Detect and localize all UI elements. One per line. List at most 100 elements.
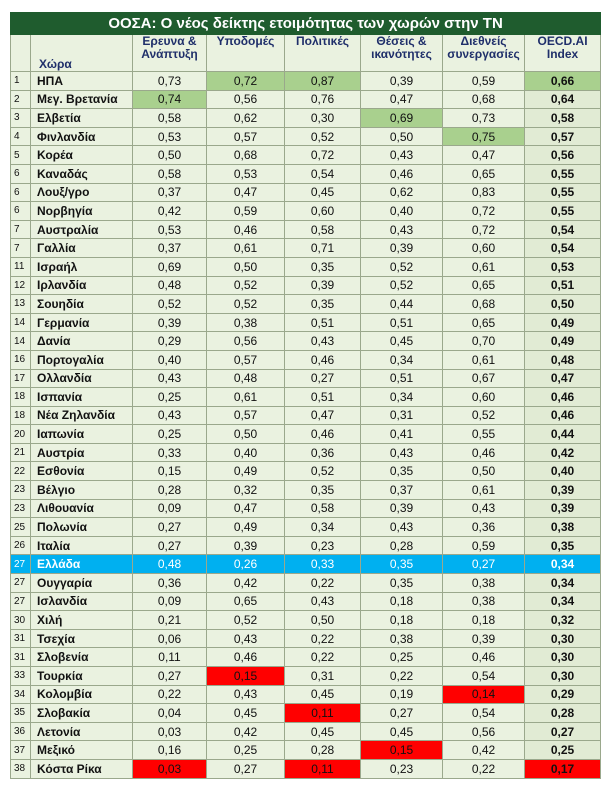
score-cell: 0,09 [132, 498, 207, 519]
score-cell: 0,58 [132, 108, 207, 128]
table-row: 27 Ουγγαρία 0,36 0,42 0,22 0,35 0,38 0,34 [10, 573, 602, 593]
score-cell: 0,53 [132, 219, 207, 240]
score-cell: 0,47 [284, 405, 361, 426]
score-cell: 0,61 [442, 256, 525, 277]
score-cell: 0,25 [206, 740, 285, 760]
score-cell: 0,74 [132, 89, 207, 110]
table-row: 20 Ιαπωνία 0,25 0,50 0,46 0,41 0,55 0,44 [10, 424, 602, 444]
score-cell: 0,52 [360, 256, 443, 277]
country-cell: Νέα Ζηλανδία [30, 405, 133, 426]
score-cell: 0,69 [132, 256, 207, 277]
score-cell: 0,47 [206, 498, 285, 519]
score-cell: 0,37 [132, 238, 207, 258]
score-cell: 0,32 [206, 480, 285, 500]
score-cell: 0,29 [132, 331, 207, 351]
score-cell: 0,54 [284, 163, 361, 184]
score-cell: 0,51 [360, 368, 443, 389]
score-cell: 0,42 [132, 201, 207, 221]
rank-cell: 14 [10, 331, 31, 351]
country-cell: Κορέα [30, 145, 133, 165]
header-row: Χώρα Ερευνα & Ανάπτυξη Υποδομές Πολιτικές Θέ… [10, 34, 602, 72]
score-cell: 0,51 [284, 387, 361, 407]
score-cell: 0,50 [206, 424, 285, 444]
score-cell: 0,22 [284, 573, 361, 593]
rank-cell: 30 [10, 610, 31, 630]
score-cell: 0,23 [284, 535, 361, 556]
score-cell: 0,39 [360, 71, 443, 91]
table-row: 33 Τουρκία 0,27 0,15 0,31 0,22 0,54 0,30 [10, 666, 602, 686]
index-cell: 0,54 [523, 219, 602, 240]
score-cell: 0,39 [206, 535, 285, 556]
ranking-table: ΟΟΣΑ: Ο νέος δείκτης ετοιμότητας των χωρ… [9, 12, 602, 779]
score-cell: 0,54 [442, 703, 525, 723]
rank-cell: 26 [10, 535, 31, 556]
score-cell: 0,35 [284, 294, 361, 314]
score-cell: 0,71 [284, 238, 361, 258]
score-cell: 0,39 [132, 312, 207, 333]
index-cell: 0,49 [523, 312, 602, 333]
score-cell: 0,27 [206, 758, 285, 779]
table-title: ΟΟΣΑ: Ο νέος δείκτης ετοιμότητας των χωρ… [9, 12, 602, 35]
score-cell: 0,35 [360, 554, 443, 575]
score-cell: 0,35 [360, 461, 443, 482]
index-cell: 0,55 [523, 201, 602, 221]
table-row: 14 Γερμανία 0,39 0,38 0,51 0,51 0,65 0,49 [10, 312, 602, 333]
index-cell: 0,47 [523, 368, 602, 389]
rank-cell: 14 [10, 312, 31, 333]
score-cell: 0,27 [442, 554, 525, 575]
score-cell: 0,51 [284, 312, 361, 333]
score-cell: 0,56 [206, 331, 285, 351]
score-cell: 0,46 [284, 349, 361, 370]
score-cell: 0,03 [132, 758, 207, 779]
score-cell: 0,40 [132, 349, 207, 370]
score-cell: 0,53 [206, 163, 285, 184]
index-cell: 0,46 [523, 405, 602, 426]
country-cell: Γερμανία [30, 312, 133, 333]
score-cell: 0,27 [132, 666, 207, 686]
index-cell: 0,27 [523, 721, 602, 742]
score-cell: 0,47 [360, 89, 443, 110]
score-cell: 0,42 [206, 721, 285, 742]
country-cell: Εσθονία [30, 461, 133, 482]
country-cell: Γαλλία [30, 238, 133, 258]
score-cell: 0,35 [360, 573, 443, 593]
score-cell: 0,58 [284, 219, 361, 240]
score-cell: 0,26 [206, 554, 285, 575]
score-cell: 0,65 [442, 312, 525, 333]
country-cell: Λετονία [30, 721, 133, 742]
score-cell: 0,46 [442, 647, 525, 667]
table-row: 37 Μεξικό 0,16 0,25 0,28 0,15 0,42 0,25 [10, 740, 602, 760]
index-cell: 0,39 [523, 498, 602, 519]
score-cell: 0,65 [442, 163, 525, 184]
score-cell: 0,43 [206, 684, 285, 705]
rank-cell: 5 [10, 145, 31, 165]
rank-cell: 4 [10, 126, 31, 147]
rank-cell: 6 [10, 182, 31, 203]
score-cell: 0,68 [206, 145, 285, 165]
rank-header [10, 34, 31, 72]
column-header: Διεθνείς συνεργασίες [442, 34, 525, 72]
score-cell: 0,42 [206, 573, 285, 593]
table-container: ΟΟΣΑ: Ο νέος δείκτης ετοιμότητας των χωρ… [9, 12, 602, 779]
score-cell: 0,45 [284, 721, 361, 742]
table-row: 30 Χιλή 0,21 0,52 0,50 0,18 0,18 0,32 [10, 610, 602, 630]
score-cell: 0,46 [206, 219, 285, 240]
score-cell: 0,59 [442, 71, 525, 91]
table-row: 26 Ιταλία 0,27 0,39 0,23 0,28 0,59 0,35 [10, 535, 602, 556]
country-cell: Κολομβία [30, 684, 133, 705]
index-cell: 0,66 [523, 71, 602, 91]
score-cell: 0,69 [360, 108, 443, 128]
country-cell: Ισραήλ [30, 256, 133, 277]
score-cell: 0,41 [360, 424, 443, 444]
index-cell: 0,53 [523, 256, 602, 277]
country-cell: Αυστρία [30, 442, 133, 463]
table-row: 18 Ισπανία 0,25 0,61 0,51 0,34 0,60 0,46 [10, 387, 602, 407]
score-cell: 0,45 [360, 721, 443, 742]
score-cell: 0,52 [442, 405, 525, 426]
score-cell: 0,18 [442, 610, 525, 630]
rank-cell: 6 [10, 163, 31, 184]
score-cell: 0,52 [132, 294, 207, 314]
score-cell: 0,52 [206, 275, 285, 296]
score-cell: 0,27 [360, 703, 443, 723]
index-cell: 0,58 [523, 108, 602, 128]
